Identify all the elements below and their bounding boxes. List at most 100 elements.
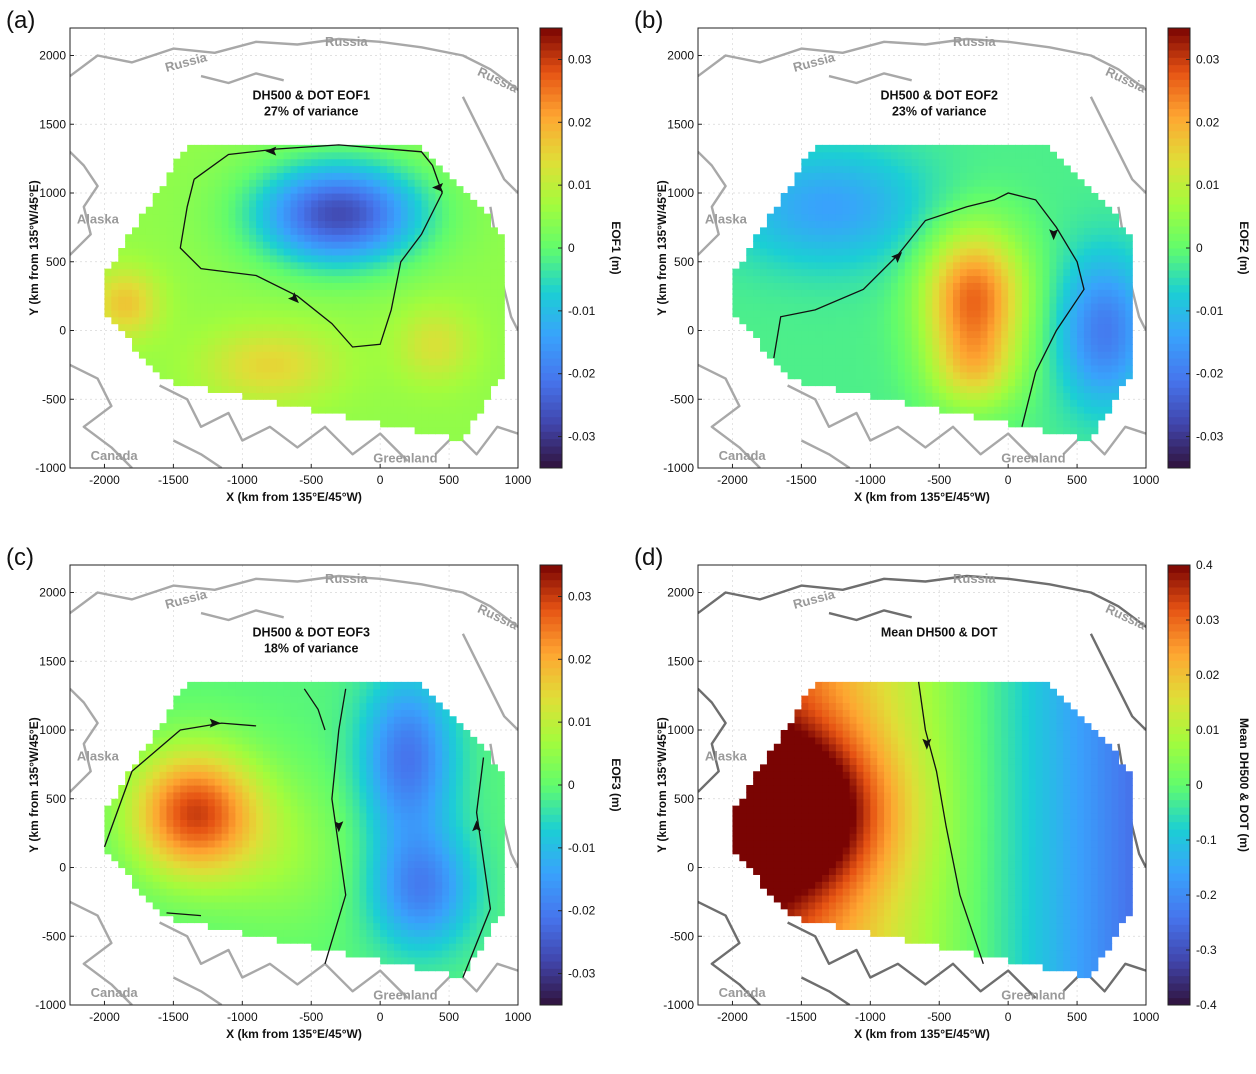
heatmap-cell <box>138 791 147 800</box>
heatmap-cell <box>242 874 250 882</box>
heatmap-cell <box>1125 282 1133 290</box>
heatmap-cell <box>939 234 947 242</box>
heatmap-cell <box>138 268 147 277</box>
heatmap-cell <box>897 227 906 235</box>
heatmap-cell <box>925 179 933 187</box>
heatmap-cell <box>1063 254 1071 263</box>
heatmap-cell <box>1090 309 1099 318</box>
heatmap-cell <box>787 234 796 242</box>
heatmap-cell <box>166 853 174 862</box>
heatmap-cell <box>739 316 747 325</box>
heatmap-cell <box>794 199 802 208</box>
heatmap-cell <box>760 261 768 270</box>
heatmap-cell <box>207 234 216 242</box>
heatmap-cell <box>808 199 816 208</box>
heatmap-cell <box>1063 206 1071 215</box>
heatmap-cell <box>815 227 823 235</box>
heatmap-cell <box>946 261 954 270</box>
heatmap-cell <box>187 364 195 373</box>
heatmap-cell <box>753 282 761 290</box>
heatmap-cell <box>1083 213 1092 222</box>
heatmap-cell <box>228 351 237 359</box>
heatmap-cell <box>462 289 471 297</box>
heatmap-cell <box>1021 172 1030 180</box>
heatmap-cell <box>1083 282 1092 290</box>
heatmap-cell <box>242 241 250 249</box>
heatmap-cell <box>207 220 216 228</box>
heatmap-cell <box>966 296 975 304</box>
heatmap-cell <box>228 901 237 910</box>
heatmap-cell <box>1070 419 1078 428</box>
heatmap-cell <box>297 165 305 173</box>
heatmap-cell <box>1090 199 1099 208</box>
heatmap-cell <box>221 323 230 332</box>
heatmap-cell <box>1042 406 1051 414</box>
heatmap-cell <box>959 241 968 249</box>
heatmap-cell <box>228 826 237 834</box>
heatmap-cell <box>953 296 961 304</box>
heatmap-cell <box>125 826 133 834</box>
heatmap-cell <box>828 241 837 249</box>
heatmap-cell <box>476 392 485 400</box>
heatmap-cell <box>925 392 933 400</box>
heatmap-cell <box>331 275 340 283</box>
heatmap-cell <box>469 199 478 208</box>
heatmap-cell <box>318 158 326 167</box>
heatmap-cell <box>214 730 223 738</box>
heatmap-cell <box>414 151 423 160</box>
heatmap-cell <box>966 199 975 208</box>
heatmap-cell <box>808 275 816 283</box>
heatmap-cell <box>987 364 995 373</box>
heatmap-cell <box>256 929 264 937</box>
heatmap-cell <box>435 399 443 407</box>
heatmap-cell <box>780 351 789 359</box>
heatmap-cell <box>331 199 340 208</box>
heatmap-cell <box>249 688 257 697</box>
heatmap-cell <box>200 364 209 373</box>
heatmap-cell <box>449 199 457 208</box>
heatmap-cell <box>194 227 202 235</box>
heatmap-cell <box>946 172 954 180</box>
heatmap-cell <box>973 165 982 173</box>
heatmap-cell <box>897 179 906 187</box>
heatmap-cell <box>939 303 947 311</box>
heatmap-cell <box>1070 351 1078 359</box>
heatmap-cell <box>338 296 347 304</box>
heatmap-cell <box>207 840 216 848</box>
heatmap-cell <box>221 144 230 153</box>
heatmap-cell <box>449 282 457 290</box>
heatmap-cell <box>290 261 299 270</box>
heatmap-cell <box>897 309 906 318</box>
heatmap-cell <box>435 378 443 387</box>
heatmap-cell <box>1028 303 1037 311</box>
heatmap-cell <box>1049 268 1057 277</box>
heatmap-cell <box>290 371 299 380</box>
heatmap-cell <box>359 220 367 228</box>
heatmap-cell <box>338 309 347 318</box>
heatmap-cell <box>939 193 947 201</box>
heatmap-cell <box>1042 323 1051 332</box>
heatmap-cell <box>228 750 237 759</box>
heatmap-cell <box>359 344 367 352</box>
heatmap-cell <box>780 323 789 332</box>
heatmap-cell <box>304 261 312 270</box>
heatmap-cell <box>884 275 892 283</box>
heatmap-cell <box>442 268 450 277</box>
heatmap-cell <box>455 399 464 407</box>
heatmap-cell <box>352 399 361 407</box>
heatmap-cell <box>207 798 216 807</box>
heatmap-cell <box>373 220 381 228</box>
heatmap-cell <box>794 186 802 194</box>
heatmap-cell <box>1090 213 1099 222</box>
heatmap-cell <box>1008 303 1016 311</box>
heatmap-cell <box>421 330 429 338</box>
heatmap-cell <box>469 378 478 387</box>
heatmap-cell <box>400 172 409 180</box>
heatmap-cell <box>214 254 223 263</box>
heatmap-cell <box>380 344 388 352</box>
colorbar-segment <box>540 299 562 308</box>
heatmap-cell <box>815 213 823 222</box>
heatmap-cell <box>863 303 871 311</box>
heatmap-cell <box>939 323 947 332</box>
heatmap-cell <box>877 179 885 187</box>
